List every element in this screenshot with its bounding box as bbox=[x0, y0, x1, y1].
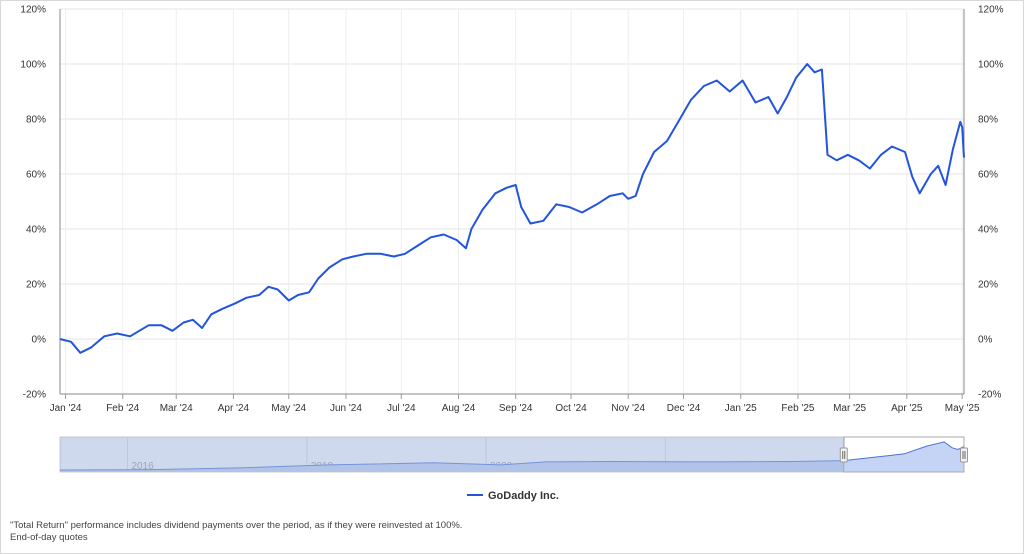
y-axis-left: -20% 0% 20% 40% 60% 80% 100% 120% bbox=[20, 5, 46, 401]
y-tick-label: 100% bbox=[978, 60, 1004, 71]
x-tick-label: Jun '24 bbox=[330, 403, 362, 414]
y-tick-label: 120% bbox=[978, 5, 1004, 16]
grid-lines bbox=[59, 8, 965, 395]
handle-body[interactable] bbox=[960, 447, 968, 463]
x-tick-label: Apr '24 bbox=[218, 403, 250, 414]
y-tick-label: 100% bbox=[20, 60, 46, 71]
series-line-godaddy bbox=[59, 63, 965, 354]
navigator-mask bbox=[60, 437, 844, 472]
x-axis: Jan '24 Feb '24 Mar '24 Apr '24 May '24 Jun '… bbox=[50, 394, 980, 414]
x-tick-label: Feb '24 bbox=[106, 403, 139, 414]
y-tick-label: 0% bbox=[32, 335, 47, 346]
y-tick-label: 60% bbox=[26, 170, 46, 181]
x-tick-label: Mar '25 bbox=[833, 403, 866, 414]
y-tick-label: 0% bbox=[978, 335, 993, 346]
y-tick-label: 80% bbox=[26, 115, 46, 126]
footnote-eod: End-of-day quotes bbox=[10, 532, 88, 543]
y-tick-label: 20% bbox=[978, 280, 998, 291]
x-tick-label: Oct '24 bbox=[555, 403, 587, 414]
y-tick-label: 60% bbox=[978, 170, 998, 181]
y-tick-label: -20% bbox=[23, 390, 46, 401]
x-tick-label: Jan '24 bbox=[50, 403, 82, 414]
y-tick-label: 80% bbox=[978, 115, 998, 126]
x-tick-label: Aug '24 bbox=[442, 403, 476, 414]
y-axis-right: -20% 0% 20% 40% 60% 80% 100% 120% bbox=[978, 5, 1004, 401]
y-tick-label: 40% bbox=[978, 225, 998, 236]
range-navigator[interactable]: 20162018202020222024 bbox=[59, 436, 968, 473]
x-tick-label: Apr '25 bbox=[891, 403, 923, 414]
x-tick-label: Feb '25 bbox=[781, 403, 814, 414]
navigator-handle-right[interactable] bbox=[960, 447, 968, 463]
x-tick-label: May '24 bbox=[271, 403, 306, 414]
x-tick-label: May '25 bbox=[945, 403, 980, 414]
x-tick-label: Sep '24 bbox=[499, 403, 533, 414]
y-tick-label: 40% bbox=[26, 225, 46, 236]
y-tick-label: 20% bbox=[26, 280, 46, 291]
x-tick-label: Jul '24 bbox=[387, 403, 416, 414]
x-tick-label: Mar '24 bbox=[160, 403, 193, 414]
legend-label[interactable]: GoDaddy Inc. bbox=[488, 490, 559, 502]
x-tick-label: Jan '25 bbox=[725, 403, 757, 414]
navigator-handle-left[interactable] bbox=[839, 447, 848, 463]
series-layer bbox=[59, 63, 965, 354]
handle-body[interactable] bbox=[839, 447, 848, 463]
footnote-total-return: "Total Return" performance includes divi… bbox=[10, 520, 463, 531]
legend[interactable]: GoDaddy Inc. bbox=[467, 490, 559, 502]
x-tick-label: Dec '24 bbox=[667, 403, 701, 414]
x-tick-label: Nov '24 bbox=[611, 403, 645, 414]
y-tick-label: 120% bbox=[20, 5, 46, 16]
y-tick-label: -20% bbox=[978, 390, 1001, 401]
